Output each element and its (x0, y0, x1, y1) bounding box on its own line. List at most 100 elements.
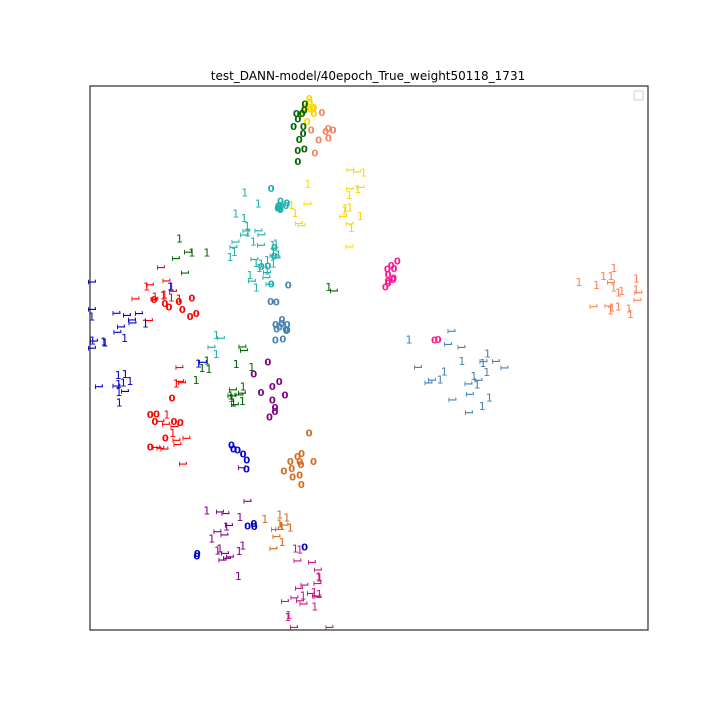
data-point: 1 (143, 280, 150, 293)
data-point: 1 (171, 441, 184, 448)
data-point: 0 (272, 407, 279, 418)
data-point: 1 (288, 594, 301, 601)
data-point: 1 (462, 380, 475, 387)
data-point: 1 (233, 358, 240, 371)
data-point: 1 (311, 580, 324, 587)
data-point: 0 (306, 429, 313, 440)
data-point: 1 (168, 291, 175, 304)
data-point: 0 (179, 305, 186, 316)
data-point: 1 (214, 335, 227, 342)
data-point: 1 (235, 570, 242, 583)
data-point: 0 (267, 297, 274, 308)
data-point: 1 (241, 498, 254, 505)
data-point: 1 (218, 531, 231, 538)
data-point: 1 (288, 199, 295, 212)
data-point: 1 (125, 316, 138, 323)
data-point: 0 (391, 264, 398, 275)
data-point: 1 (587, 303, 600, 310)
data-point: 1 (195, 357, 202, 370)
data-point: 0 (166, 303, 173, 314)
data-point: 1 (226, 386, 239, 393)
data-point: 1 (231, 246, 238, 259)
data-point: 1 (158, 445, 171, 452)
data-point: 1 (92, 383, 105, 390)
data-point: 1 (203, 505, 210, 518)
data-point: 1 (470, 370, 477, 383)
data-point: 0 (276, 377, 283, 388)
data-point: 1 (309, 592, 322, 599)
data-point: 1 (208, 532, 215, 545)
data-point: 0 (306, 94, 313, 105)
data-point: 1 (169, 437, 182, 444)
data-point: 1 (85, 345, 98, 352)
data-point: 1 (102, 337, 109, 350)
data-point: 1 (227, 244, 240, 251)
data-point: 1 (269, 254, 282, 261)
data-point: 1 (169, 255, 182, 262)
data-point: 1 (276, 508, 283, 521)
data-point: 1 (268, 526, 281, 533)
data-point: 1 (346, 202, 353, 215)
data-point: 0 (388, 261, 395, 272)
data-point: 1 (211, 528, 224, 535)
data-point: 1 (294, 222, 307, 229)
data-point: 0 (187, 312, 194, 323)
data-point: 1 (150, 444, 163, 451)
data-point: 1 (176, 460, 189, 467)
data-point: 0 (279, 334, 286, 345)
data-point: 1 (425, 377, 438, 384)
data-point: 0 (240, 449, 247, 460)
data-point: 1 (235, 390, 248, 397)
data-point: 1 (474, 378, 481, 391)
data-point: 1 (342, 243, 355, 250)
data-point: 1 (411, 364, 424, 371)
data-point: 1 (163, 408, 170, 421)
data-point: 0 (390, 274, 397, 285)
data-point: 1 (204, 355, 211, 368)
data-point: 1 (336, 213, 349, 220)
data-point: 1 (218, 550, 231, 557)
data-point: 1 (219, 510, 232, 517)
data-point: 1 (248, 361, 255, 374)
data-point: 0 (269, 396, 276, 407)
data-point: 1 (287, 624, 300, 631)
data-point: 1 (602, 302, 615, 309)
data-point: 1 (618, 285, 625, 298)
data-point: 1 (608, 270, 615, 283)
data-point: 1 (343, 166, 356, 173)
data-point: 1 (458, 355, 465, 368)
data-point: 0 (276, 323, 283, 334)
data-point: 1 (322, 624, 335, 631)
data-point: 1 (297, 600, 310, 607)
data-point: 1 (88, 311, 95, 324)
data-point: 0 (268, 280, 275, 291)
data-point: 0 (296, 471, 303, 482)
data-point: 1 (220, 555, 233, 562)
data-point: 1 (611, 262, 618, 275)
data-point: 1 (316, 571, 323, 584)
data-point: 1 (576, 276, 583, 289)
data-point: 1 (216, 543, 223, 556)
data-point: 1 (292, 542, 299, 555)
data-point: 1 (193, 374, 200, 387)
data-point: 0 (394, 257, 401, 268)
data-point: 1 (615, 300, 622, 313)
data-point: 0 (283, 199, 290, 210)
data-point: 0 (384, 265, 391, 276)
data-point: 0 (243, 464, 250, 475)
data-point: 1 (147, 296, 160, 303)
data-point: 1 (285, 609, 292, 622)
data-point: 0 (266, 413, 273, 424)
data-point: 0 (169, 393, 176, 404)
data-point: 0 (298, 449, 305, 460)
data-point: 1 (178, 269, 191, 276)
data-point: 1 (260, 269, 273, 276)
data-point: 0 (299, 109, 306, 120)
data-point: 1 (609, 302, 616, 315)
data-point: 1 (462, 409, 475, 416)
data-point: 1 (120, 377, 127, 390)
data-point: 1 (304, 590, 317, 597)
